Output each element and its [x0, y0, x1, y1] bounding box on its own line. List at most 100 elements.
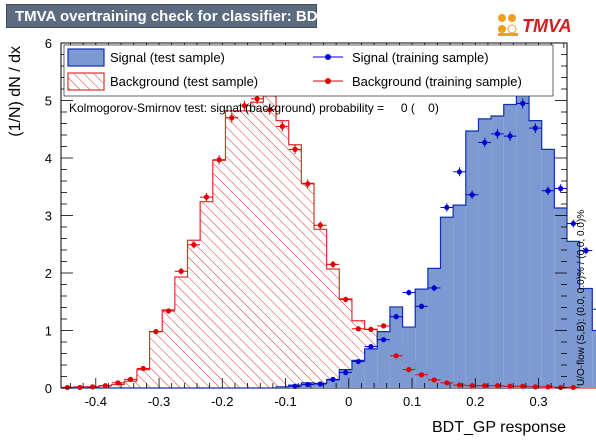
x-tick-label: 0: [345, 394, 352, 409]
background-test-bar: [162, 309, 175, 388]
signal-test-bar: [465, 130, 479, 388]
background-test-bar: [124, 381, 137, 388]
signal-test-histogram: [61, 86, 596, 389]
signal-training-point: [494, 131, 501, 137]
signal-training-point: [545, 188, 551, 194]
background-training-point: [380, 323, 387, 329]
logo-dots-icon: [498, 14, 518, 36]
background-training-point: [456, 382, 463, 388]
background-test-bar: [314, 229, 327, 388]
signal-test-bar: [478, 118, 492, 389]
signal-training-point: [406, 289, 412, 296]
background-training-point: [191, 242, 197, 248]
background-training-point: [241, 103, 248, 109]
x-tick-label: 0.1: [403, 394, 421, 409]
x-tick-label: -0.4: [85, 394, 107, 409]
x-tick-label: -0.1: [274, 394, 296, 409]
background-training-point: [90, 384, 96, 390]
x-axis: -0.4 -0.3 -0.2 -0.1 0 0.1 0.2 0.3: [70, 43, 565, 409]
background-test-bar: [263, 95, 277, 389]
y-tick-label: 2: [45, 266, 52, 281]
legend-label-signal-training: Signal (training sample): [352, 50, 489, 65]
background-training-point: [494, 383, 501, 389]
background-test-bar: [187, 240, 201, 388]
signal-test-bar: [326, 379, 340, 388]
background-training-point: [444, 380, 450, 386]
background-training-point: [507, 383, 513, 389]
signal-training-point: [532, 125, 538, 131]
signal-training-point: [393, 314, 399, 320]
legend-box: [63, 44, 554, 97]
background-test-bar: [200, 201, 213, 388]
background-training-point: [305, 181, 311, 187]
signal-test-bar: [364, 348, 378, 388]
signal-training-point: [444, 204, 450, 211]
background-training-point: [203, 194, 210, 200]
background-training-point: [292, 146, 298, 152]
background-training-point: [216, 157, 222, 163]
signal-test-bar: [554, 208, 567, 388]
signal-training-point: [355, 358, 361, 365]
signal-test-bar: [541, 149, 555, 388]
signal-training-point: [520, 100, 526, 106]
signal-test-bar: [529, 120, 542, 388]
background-training-point: [178, 268, 184, 274]
signal-test-bar: [440, 217, 454, 388]
logo-text: TMVA: [522, 16, 572, 36]
signal-training-point: [558, 185, 564, 192]
background-training-point: [140, 365, 146, 372]
background-test-bar: [225, 110, 239, 388]
signal-training-point: [418, 303, 425, 309]
background-training-point: [165, 308, 172, 314]
background-training-point: [355, 326, 361, 332]
signal-test-bar: [491, 116, 504, 389]
signal-training-point: [305, 381, 311, 388]
legend-swatch-background-test: [67, 72, 105, 91]
background-training-point: [330, 261, 336, 267]
background-training-point: [77, 384, 83, 391]
legend-label-background-training: Background (training sample): [352, 74, 522, 89]
legend: Signal (test sample) Background (test sa…: [63, 44, 554, 97]
background-test-bar: [288, 144, 302, 388]
signal-training-point: [330, 376, 336, 382]
background-test-bar: [149, 331, 163, 388]
signal-test-bar: [402, 327, 416, 388]
background-training-point: [102, 383, 108, 389]
background-training-point: [469, 383, 475, 389]
legend-label-signal-test: Signal (test sample): [110, 50, 225, 65]
background-training-point: [343, 296, 349, 303]
overflow-note: U/O-flow (S,B): (0.0, 0.0)% / (0.0, 0.0)…: [576, 210, 587, 386]
signal-training-point: [380, 337, 387, 343]
background-training-point: [558, 384, 564, 391]
background-training-point: [127, 376, 134, 382]
background-test-bar: [212, 160, 226, 388]
legend-marker-signal-training: [325, 54, 331, 60]
background-test-bar: [276, 120, 289, 388]
signal-test-bar: [453, 205, 466, 388]
legend-marker-background-training: [325, 78, 331, 84]
signal-test-bar: [516, 87, 530, 389]
background-training-point: [482, 383, 488, 389]
signal-training-point: [317, 381, 323, 387]
x-tick-label: -0.2: [211, 394, 233, 409]
signal-test-bar: [592, 330, 596, 388]
background-training-point: [254, 96, 260, 102]
y-axis-title: (1/N) dN / dx: [7, 46, 24, 137]
background-training-point: [406, 367, 412, 373]
signal-training-point: [507, 133, 513, 139]
background-test-bar: [339, 298, 352, 388]
background-test-bar: [136, 369, 150, 388]
background-training-points: [61, 93, 580, 391]
y-tick-label: 4: [45, 151, 52, 166]
background-test-bar: [174, 277, 188, 388]
signal-training-point: [431, 285, 437, 291]
signal-training-point: [583, 247, 589, 254]
y-tick-label: 1: [45, 324, 52, 339]
signal-training-point: [456, 169, 463, 175]
signal-training-points: [288, 98, 596, 389]
background-training-point: [570, 384, 576, 391]
background-training-point: [431, 377, 437, 383]
signal-training-point: [343, 369, 349, 376]
tmva-logo: TMVA: [498, 14, 572, 36]
